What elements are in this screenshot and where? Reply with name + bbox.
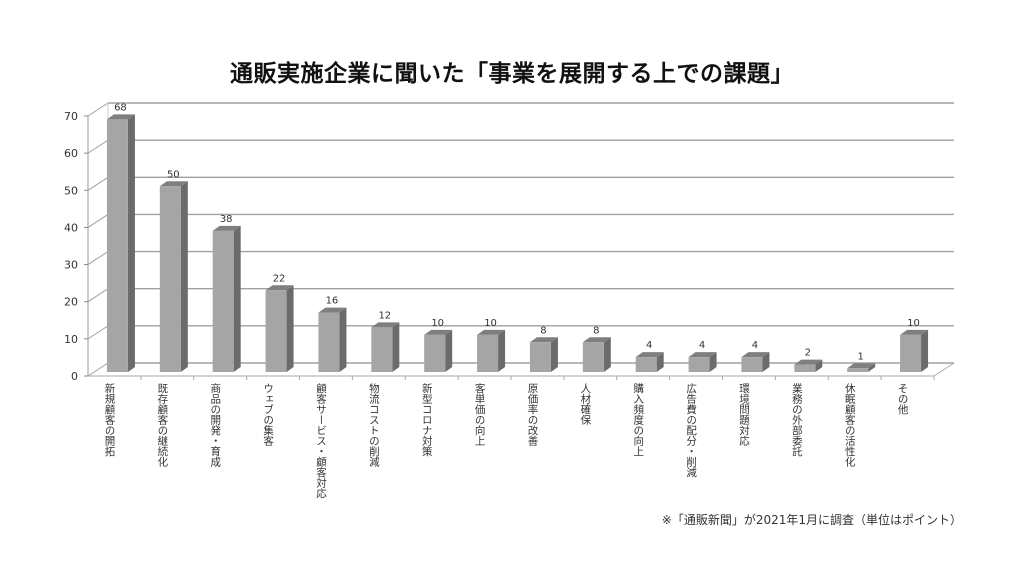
value-label: 38 [220, 214, 233, 225]
y-tick-label: 40 [64, 221, 78, 234]
side-wall-line [87, 102, 109, 117]
side-wall-line [87, 176, 109, 191]
x-category-label: 商品の開発・育成 [209, 383, 222, 467]
value-label: 10 [907, 318, 920, 329]
x-category-label: 新型コロナ対策 [420, 383, 433, 457]
bar [424, 329, 453, 372]
value-label: 22 [273, 273, 286, 284]
side-wall-line [87, 139, 109, 154]
data-labels: 68 50 38 22 16 12 10 10 8 8 4 4 4 2 1 10 [114, 102, 920, 362]
y-tick-label: 20 [64, 296, 78, 309]
bar [106, 114, 135, 372]
y-tick-label: 10 [64, 333, 78, 346]
value-label: 1 [858, 351, 864, 362]
bar [847, 363, 876, 372]
chart-title: 通販実施企業に聞いた「事業を展開する上での課題」 [230, 61, 794, 87]
value-label: 4 [699, 340, 705, 351]
value-label: 68 [114, 102, 127, 113]
side-wall-line [87, 288, 109, 303]
value-label: 8 [593, 325, 599, 336]
x-category-label: 環境問題対応 [737, 383, 750, 446]
bar [265, 285, 294, 372]
x-category-label: 業務の外部委託 [790, 383, 803, 457]
x-category-label: その他 [896, 383, 909, 415]
y-axis: 0 10 20 30 40 50 60 70 [64, 110, 88, 383]
bar [900, 329, 929, 372]
x-category-label: 既存顧客の継続化 [156, 383, 169, 467]
x-category-label: ウェブの集客 [262, 383, 275, 446]
side-wall-line [87, 325, 109, 340]
bar [794, 359, 823, 372]
side-wall-line [87, 251, 109, 265]
side-wall-line [87, 214, 109, 228]
value-label: 50 [167, 169, 180, 180]
x-category-label: 原価率の改善 [526, 383, 539, 446]
bar [688, 352, 717, 372]
bar [159, 181, 188, 372]
bars [106, 114, 929, 372]
bar [635, 352, 664, 372]
x-category-label: 客単価の向上 [473, 383, 486, 446]
bar [318, 307, 347, 372]
value-label: 4 [646, 340, 652, 351]
y-tick-label: 0 [71, 370, 78, 383]
side-wall-line [87, 362, 109, 377]
y-tick-label: 50 [64, 184, 78, 197]
bar [741, 352, 770, 372]
bar [529, 337, 558, 372]
value-label: 10 [431, 318, 444, 329]
value-label: 12 [378, 310, 391, 321]
y-tick-label: 70 [64, 110, 78, 123]
chart-walls [87, 102, 955, 380]
value-label: 10 [484, 318, 497, 329]
bar [582, 337, 611, 372]
x-category-label: 購入頻度の向上 [632, 383, 645, 457]
x-category-label: 休眠顧客の活性化 [843, 383, 856, 467]
x-category-label: 顧客サービス・顧客対応 [314, 383, 327, 499]
bar [371, 322, 400, 372]
bar [212, 225, 241, 372]
x-category-label: 人材確保 [579, 383, 592, 425]
y-tick-label: 60 [64, 147, 78, 160]
x-category-label: 物流コストの削減 [367, 383, 380, 467]
source-note: ※「通販新聞」が2021年1月に調査（単位はポイント） [661, 513, 962, 527]
x-category-label: 新規顧客の開拓 [103, 383, 116, 457]
value-label: 2 [805, 348, 811, 359]
y-tick-label: 30 [64, 259, 78, 272]
value-label: 8 [540, 325, 546, 336]
value-label: 4 [752, 340, 758, 351]
x-category-label: 広告費の配分・削減 [685, 383, 698, 478]
value-label: 16 [326, 296, 339, 307]
bar [477, 329, 506, 372]
